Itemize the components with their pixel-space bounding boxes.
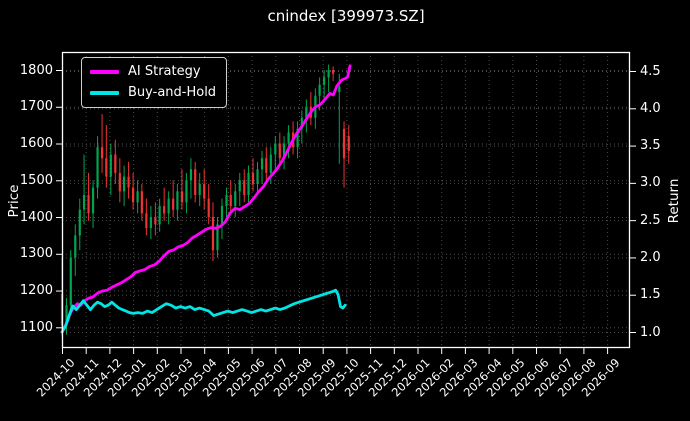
ai-strategy-line-swatch	[90, 70, 119, 74]
price-tick-label: 1500	[19, 172, 53, 188]
price-tick-label: 1300	[19, 246, 53, 262]
legend-label: Buy-and-Hold	[128, 85, 217, 100]
return-tick-label: 1.0	[640, 324, 661, 340]
return-axis-label: Return	[666, 178, 682, 224]
price-tick-label: 1600	[19, 136, 53, 151]
return-tick-label: 4.5	[640, 63, 661, 79]
legend-item-buy-and-hold: Buy-and-Hold	[90, 86, 217, 100]
price-tick-label: 1200	[19, 283, 53, 299]
tick-marks	[56, 70, 636, 354]
grid	[62, 52, 630, 348]
price-tick-label: 1800	[19, 62, 53, 78]
return-tick-label: 3.0	[640, 175, 661, 191]
price-tick-label: 1400	[19, 209, 53, 225]
buy-and-hold-line	[60, 288, 347, 334]
price-tick-label: 1700	[19, 99, 53, 115]
plot-border	[61, 51, 631, 349]
return-tick-label: 4.0	[640, 100, 661, 116]
legend-item-ai-strategy: AI Strategy	[90, 65, 217, 79]
legend-label: AI Strategy	[128, 64, 201, 79]
return-tick-label: 2.0	[640, 249, 661, 265]
ai-strategy-line	[60, 64, 352, 334]
price-tick-label: 1100	[19, 319, 53, 335]
buy-and-hold-line-swatch	[90, 91, 119, 95]
legend: AI Strategy Buy-and-Hold	[81, 57, 227, 108]
return-tick-label: 3.5	[640, 138, 661, 154]
chart-title: cnindex [399973.SZ]	[267, 7, 425, 25]
return-tick-label: 1.5	[640, 287, 661, 303]
return-tick-label: 2.5	[640, 212, 661, 228]
